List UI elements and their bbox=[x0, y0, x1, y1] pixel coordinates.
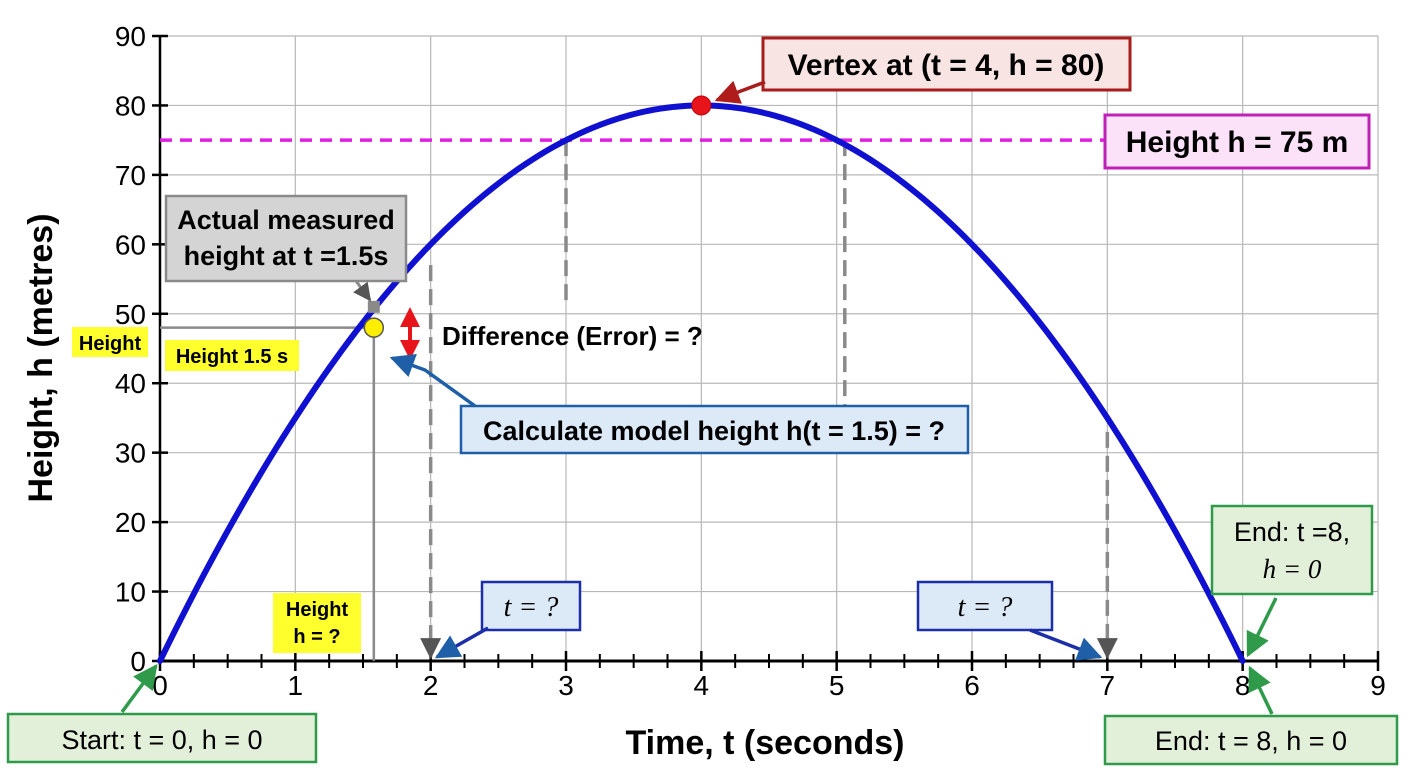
y-tick-label: 0 bbox=[130, 646, 146, 677]
end-upper-label-2: h = 0 bbox=[1263, 554, 1322, 584]
measured-arrow bbox=[353, 280, 372, 302]
y-tick-label: 70 bbox=[115, 160, 146, 191]
measured-label-line1: Actual measured bbox=[177, 205, 395, 235]
height-15-box bbox=[165, 340, 299, 371]
y-tick-label: 20 bbox=[115, 507, 146, 538]
start-label: Start: t = 0, h = 0 bbox=[61, 725, 262, 755]
x-tick-label: 0 bbox=[152, 670, 168, 701]
guide-lines bbox=[160, 140, 1118, 661]
end-lower-box bbox=[1103, 714, 1399, 766]
y-tick-label: 50 bbox=[115, 299, 146, 330]
height-tag-box bbox=[72, 327, 148, 357]
end-lower-arrow bbox=[1248, 665, 1274, 715]
vertex-point bbox=[691, 95, 712, 116]
end-upper-arrow bbox=[1246, 597, 1278, 658]
x-tick-label: 6 bbox=[964, 670, 980, 701]
x-axis-ticks: 0 1 2 3 4 5 6 7 8 9 bbox=[152, 651, 1386, 701]
y-tick-label: 30 bbox=[115, 438, 146, 469]
x-tick-label: 5 bbox=[829, 670, 845, 701]
y-tick-label: 60 bbox=[115, 229, 146, 260]
t-right-label: t = ? bbox=[958, 592, 1013, 623]
reference-box bbox=[1103, 113, 1371, 170]
height-15-label: Height 1.5 s bbox=[176, 346, 288, 368]
vertex-box bbox=[761, 36, 1132, 92]
y-tick-label: 80 bbox=[115, 90, 146, 121]
point-layer bbox=[363, 95, 712, 360]
end-upper-label-1: End: t =8, bbox=[1234, 517, 1350, 547]
measured-point bbox=[367, 300, 380, 313]
x-tick-label: 3 bbox=[558, 670, 574, 701]
x-axis-title: Time, t (seconds) bbox=[626, 724, 905, 762]
start-arrow bbox=[120, 664, 158, 714]
end-upper-box bbox=[1210, 504, 1374, 596]
model-height-box bbox=[459, 404, 970, 455]
height-unknown-label-2: h = ? bbox=[293, 626, 340, 648]
x-tick-label: 2 bbox=[423, 670, 439, 701]
t-left-box bbox=[480, 580, 582, 632]
model-height-label: Calculate model height h(t = 1.5) = ? bbox=[483, 416, 945, 446]
y-tick-label: 10 bbox=[115, 577, 146, 608]
y-tick-label: 90 bbox=[115, 21, 146, 52]
measured-label-line2: height at t =1.5s bbox=[184, 241, 389, 271]
t-right-arrow bbox=[1029, 628, 1103, 661]
reference-label: Height h = 75 m bbox=[1126, 126, 1349, 159]
end-lower-label: End: t = 8, h = 0 bbox=[1155, 726, 1347, 756]
height-unknown-box bbox=[273, 593, 361, 653]
t-left-arrow bbox=[434, 626, 489, 659]
start-box bbox=[6, 712, 318, 764]
vertex-label: Vertex at (t = 4, h = 80) bbox=[788, 49, 1105, 82]
height-unknown-label-1: Height bbox=[286, 599, 349, 621]
vertex-arrow bbox=[714, 80, 766, 104]
measured-box bbox=[164, 194, 408, 283]
difference-label: Difference (Error) = ? bbox=[442, 321, 703, 351]
height-tag-label: Height bbox=[79, 333, 142, 355]
x-tick-label: 7 bbox=[1100, 670, 1116, 701]
x-tick-label: 1 bbox=[288, 670, 304, 701]
y-tick-label: 40 bbox=[115, 368, 146, 399]
x-tick-label: 8 bbox=[1235, 670, 1251, 701]
model-height-arrow bbox=[389, 354, 477, 408]
x-tick-label: 4 bbox=[694, 670, 710, 701]
t-left-label: t = ? bbox=[504, 592, 559, 623]
model-point bbox=[363, 317, 385, 338]
annotation-layer: Vertex at (t = 4, h = 80) Height h = 75 m… bbox=[6, 36, 1399, 766]
t-right-box bbox=[916, 580, 1054, 632]
y-axis-title: Height, h (metres) bbox=[22, 213, 60, 502]
x-tick-label: 9 bbox=[1370, 670, 1386, 701]
